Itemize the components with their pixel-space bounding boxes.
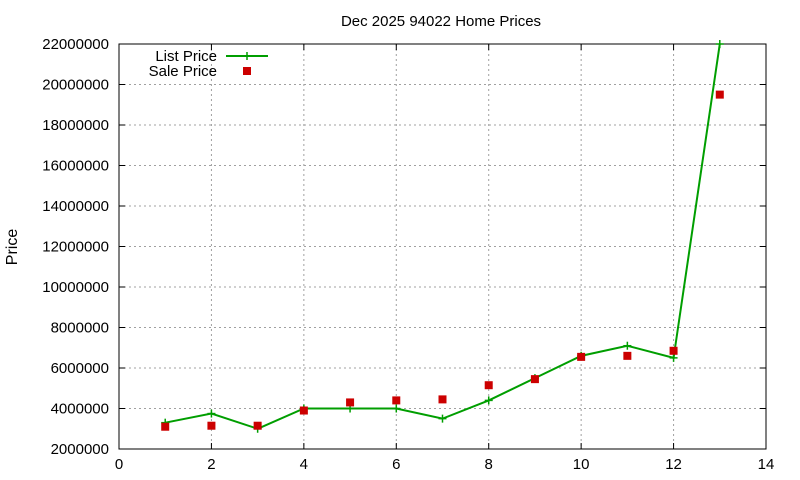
x-tick-label: 8: [485, 456, 493, 473]
data-point-sale-price: [484, 381, 493, 390]
data-point-sale-price: [392, 396, 401, 405]
data-point-list-price: [623, 341, 632, 350]
x-tick-label: 4: [300, 456, 308, 473]
y-tick-label: 8000000: [51, 320, 109, 337]
grid: [119, 44, 766, 449]
y-tick-label: 16000000: [42, 158, 109, 175]
series-sale-price: [161, 90, 724, 431]
x-tick-label: 14: [758, 456, 775, 473]
y-tick-label: 22000000: [42, 36, 109, 53]
data-point-sale-price: [207, 421, 216, 430]
data-point-sale-price: [299, 406, 308, 415]
legend-swatch-sale-price: [243, 67, 251, 75]
y-tick-label: 6000000: [51, 360, 109, 377]
axis-ticks: [118, 43, 767, 450]
series: [161, 40, 724, 433]
x-tick-label: 0: [115, 456, 123, 473]
y-tick-label: 2000000: [51, 441, 109, 458]
legend-swatch-list-price: [226, 52, 268, 60]
data-point-sale-price: [623, 351, 632, 360]
data-point-sale-price: [715, 90, 724, 99]
legend-label-sale-price: Sale Price: [149, 63, 217, 80]
x-tick-label: 2: [207, 456, 215, 473]
x-tick-label: 10: [573, 456, 590, 473]
y-tick-label: 12000000: [42, 239, 109, 256]
tick-labels: 2000000 4000000 6000000 8000000 10000000 1200…: [42, 36, 774, 473]
data-point-list-price: [392, 404, 401, 413]
legend: List Price Sale Price: [149, 48, 268, 80]
legend-marker-list-price: [243, 52, 251, 60]
y-tick-label: 20000000: [42, 77, 109, 94]
data-point-list-price: [484, 396, 493, 405]
series-list-price: [161, 40, 724, 433]
data-point-list-price: [669, 353, 678, 362]
data-point-sale-price: [253, 421, 262, 430]
legend-label-list-price: List Price: [155, 48, 217, 65]
data-point-sale-price: [577, 352, 586, 361]
y-tick-label: 4000000: [51, 401, 109, 418]
data-point-sale-price: [669, 346, 678, 355]
data-point-list-price: [715, 40, 724, 48]
x-tick-label: 6: [392, 456, 400, 473]
data-point-sale-price: [161, 422, 170, 431]
y-tick-label: 10000000: [42, 279, 109, 296]
y-axis-label: Price: [4, 229, 21, 266]
y-tick-label: 18000000: [42, 117, 109, 134]
y-tick-label: 14000000: [42, 198, 109, 215]
data-point-sale-price: [346, 398, 355, 407]
data-point-sale-price: [438, 395, 447, 404]
legend-marker-sale-price: [243, 67, 251, 75]
data-point-list-price: [438, 414, 447, 423]
data-point-sale-price: [530, 375, 539, 384]
x-tick-label: 12: [665, 456, 682, 473]
data-point-list-price: [207, 409, 216, 418]
plot-frame: [118, 43, 767, 450]
chart-title: Dec 2025 94022 Home Prices: [341, 13, 541, 30]
series-line-list-price: [165, 43, 721, 430]
